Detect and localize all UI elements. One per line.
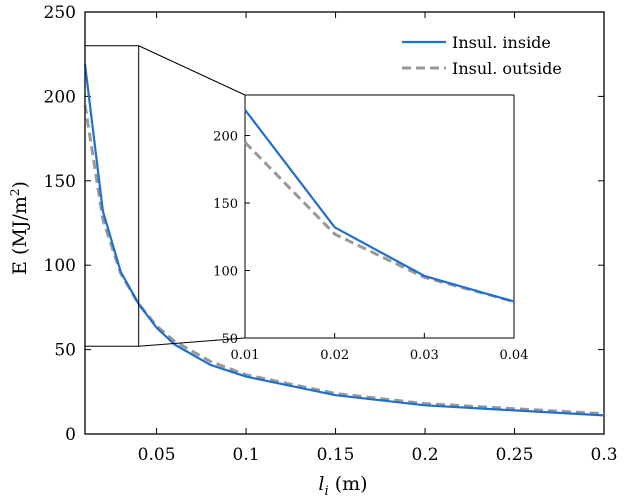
x-tick-label: 0.2 (412, 445, 439, 465)
x-tick-label: 0.15 (317, 445, 355, 465)
zoom-rectangle (84, 45, 140, 347)
inset-plot-area: 0.01 0.02 0.03 0.04 50 100 150 200 (213, 94, 529, 363)
legend-label-insul-outside: Insul. outside (452, 59, 562, 78)
legend-label-insul-inside: Insul. inside (452, 33, 551, 52)
series-line-insul-inside (83, 64, 605, 417)
axis-labels: E (MJ/m2) li (m) (8, 181, 368, 499)
inset-y-tick-label: 50 (221, 332, 238, 347)
inset-x-tick-label: 0.03 (410, 348, 439, 363)
inset-x-tick-label: 0.02 (320, 348, 349, 363)
inset-y-tick-label: 150 (213, 197, 238, 212)
y-tick-label: 250 (44, 3, 76, 23)
x-tick-label: 0.1 (233, 445, 260, 465)
inset-y-tick-label: 200 (213, 130, 238, 145)
y-tick-label: 100 (44, 256, 76, 276)
inset-frame (244, 94, 515, 339)
inset-x-tick-label: 0.04 (500, 348, 529, 363)
zoom-region (84, 45, 246, 347)
y-tick-label: 200 (44, 87, 76, 107)
inset-y-tick-label: 100 (213, 265, 238, 280)
y-tick-label: 50 (54, 341, 76, 361)
y-tick-label: 150 (44, 172, 76, 192)
zoom-connector-bottom (138, 337, 246, 347)
x-axis-label: li (m) (318, 473, 367, 499)
y-tick-label: 0 (65, 425, 76, 445)
x-tick-label: 0.3 (590, 445, 617, 465)
zoom-connector-top (138, 45, 246, 96)
y-axis-label: E (MJ/m2) (8, 181, 31, 275)
series-line-insul-inside-inset (244, 109, 515, 303)
x-tick-label: 0.05 (138, 445, 176, 465)
x-tick-label: 0.25 (496, 445, 534, 465)
legend: Insul. inside Insul. outside (402, 33, 562, 78)
series-line-insul-outside (83, 104, 605, 416)
inset-x-tick-label: 0.01 (231, 348, 260, 363)
